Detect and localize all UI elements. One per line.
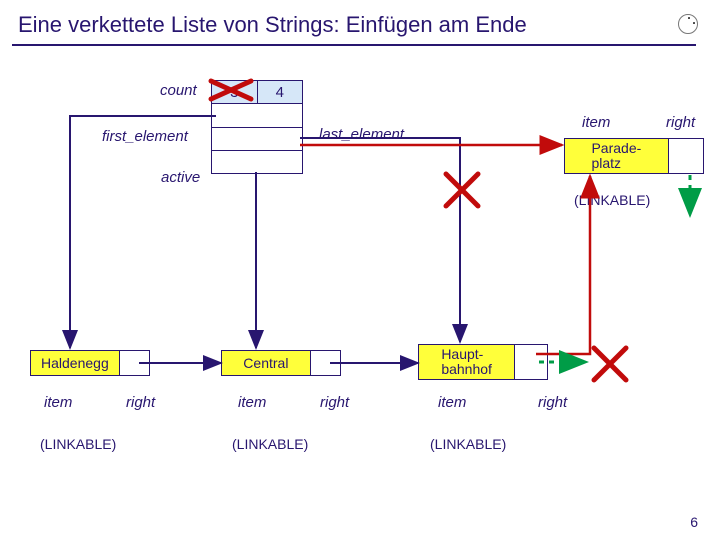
slide-title: Eine verkettete Liste von Strings: Einfü…: [18, 12, 527, 38]
page-number: 6: [690, 514, 698, 530]
node-hauptbahnhof: Haupt- bahnhof: [418, 344, 548, 380]
node-paradeplatz-right: [669, 138, 704, 174]
node-central: Central: [221, 350, 341, 376]
label-active: active: [161, 169, 200, 186]
label-first-element: first_element: [102, 128, 188, 145]
linkable-3: (LINKABLE): [430, 436, 506, 452]
row-active: [212, 151, 302, 173]
row-last-element: [212, 128, 302, 151]
label-item-top: item: [582, 114, 610, 131]
linkable-2: (LINKABLE): [232, 436, 308, 452]
count-old-cell: 3: [212, 81, 258, 103]
label-right-1: right: [126, 394, 155, 411]
node-paradeplatz-item: Parade- platz: [564, 138, 669, 174]
list-object: 3 4: [211, 80, 303, 174]
label-item-2: item: [238, 394, 266, 411]
count-new-cell: 4: [258, 81, 303, 103]
cross-last-element: [442, 170, 482, 210]
node-haldenegg-right: [120, 350, 150, 376]
logo-circle: [678, 14, 698, 34]
row-count: 3 4: [212, 81, 302, 104]
cross-hb-right: [590, 344, 630, 384]
linkable-4: (LINKABLE): [574, 192, 650, 208]
row-first-element: [212, 104, 302, 127]
label-item-3: item: [438, 394, 466, 411]
arrows-layer: [0, 0, 720, 540]
label-item-1: item: [44, 394, 72, 411]
linkable-1: (LINKABLE): [40, 436, 116, 452]
label-count: count: [160, 82, 197, 99]
label-last-element: last_element: [319, 126, 404, 143]
label-right-3: right: [538, 394, 567, 411]
node-haldenegg: Haldenegg: [30, 350, 150, 376]
node-central-right: [311, 350, 341, 376]
label-right-2: right: [320, 394, 349, 411]
node-paradeplatz: Parade- platz: [564, 138, 704, 174]
node-hauptbahnhof-item: Haupt- bahnhof: [418, 344, 515, 380]
title-underline: [12, 44, 696, 46]
node-hauptbahnhof-right: [515, 344, 548, 380]
label-right-top: right: [666, 114, 695, 131]
node-central-item: Central: [221, 350, 311, 376]
node-haldenegg-item: Haldenegg: [30, 350, 120, 376]
